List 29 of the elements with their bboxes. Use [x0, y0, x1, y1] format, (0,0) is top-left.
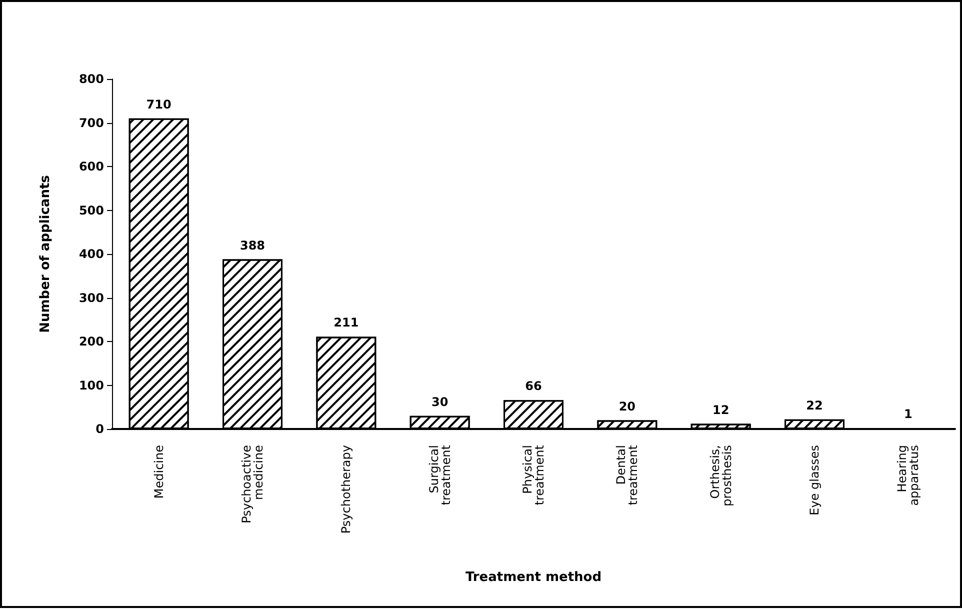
- y-tick-label: 100: [78, 378, 104, 392]
- x-tick-label: Medicine: [152, 445, 166, 499]
- data-label: 12: [712, 402, 730, 417]
- x-tick-label: Dental treatment: [614, 444, 640, 506]
- data-label: 710: [146, 97, 172, 112]
- data-label: 388: [240, 238, 266, 252]
- y-axis-title: Number of applicants: [38, 174, 53, 333]
- y-tick-label: 0: [96, 422, 104, 436]
- x-tick-label: Eye glasses: [808, 445, 822, 516]
- data-label: 20: [618, 399, 636, 414]
- y-tick-label: 300: [78, 290, 104, 305]
- y-tick-label: 200: [78, 334, 104, 348]
- x-tick-label: Hearing apparatus: [895, 445, 922, 506]
- x-tick-label: Surgical treatment: [426, 444, 453, 506]
- data-label: 66: [525, 379, 542, 394]
- y-tick-label: 700: [78, 116, 104, 130]
- y-tick-label: 500: [78, 203, 104, 218]
- y-tick-label: 400: [78, 247, 104, 261]
- y-tick-label: 800: [78, 72, 104, 86]
- data-label: 211: [334, 316, 359, 330]
- data-label: 30: [431, 394, 448, 409]
- x-axis-title: Treatment method: [465, 570, 602, 585]
- x-tick-label: Psychotherapy: [339, 445, 354, 534]
- x-tick-label: Physical treatment: [520, 444, 546, 506]
- data-label: 22: [806, 398, 823, 412]
- x-tick-label: Orthesis, prosthesis: [708, 445, 734, 506]
- y-tick-label: 600: [78, 160, 104, 174]
- data-label: 1: [904, 407, 912, 422]
- x-tick-label: Psychoactive medicine: [240, 445, 266, 524]
